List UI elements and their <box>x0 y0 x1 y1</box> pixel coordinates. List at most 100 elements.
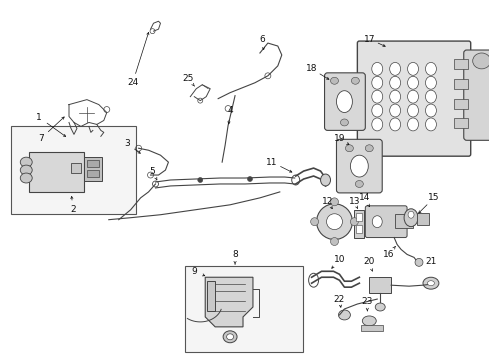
Ellipse shape <box>473 53 490 69</box>
Ellipse shape <box>375 303 385 311</box>
Ellipse shape <box>20 173 32 183</box>
Ellipse shape <box>320 174 331 186</box>
FancyBboxPatch shape <box>464 50 490 140</box>
Ellipse shape <box>339 310 350 320</box>
Bar <box>454 118 468 129</box>
Bar <box>87 170 99 177</box>
Ellipse shape <box>20 157 32 167</box>
Bar <box>369 277 391 293</box>
Bar <box>185 266 303 352</box>
Ellipse shape <box>350 218 358 226</box>
Circle shape <box>247 176 252 181</box>
Ellipse shape <box>362 316 376 326</box>
Ellipse shape <box>372 90 383 103</box>
Circle shape <box>317 204 352 239</box>
Circle shape <box>415 258 423 266</box>
Circle shape <box>326 214 343 230</box>
Bar <box>71 163 81 173</box>
Text: 4: 4 <box>227 106 233 115</box>
Circle shape <box>198 177 203 183</box>
Ellipse shape <box>331 238 339 246</box>
Bar <box>454 59 468 69</box>
Text: 8: 8 <box>232 250 238 259</box>
Ellipse shape <box>331 77 339 84</box>
Text: 24: 24 <box>127 78 138 87</box>
Bar <box>356 213 362 221</box>
Ellipse shape <box>311 218 319 226</box>
Ellipse shape <box>366 145 373 152</box>
Ellipse shape <box>372 118 383 131</box>
Ellipse shape <box>372 104 383 117</box>
Ellipse shape <box>390 76 401 89</box>
Text: 16: 16 <box>384 250 395 259</box>
Bar <box>361 325 383 331</box>
Ellipse shape <box>341 119 348 126</box>
Text: 1: 1 <box>36 113 42 122</box>
Bar <box>417 213 429 225</box>
Text: 21: 21 <box>425 257 437 266</box>
Ellipse shape <box>404 209 418 227</box>
Ellipse shape <box>390 118 401 131</box>
FancyBboxPatch shape <box>337 139 382 193</box>
Ellipse shape <box>390 90 401 103</box>
Ellipse shape <box>350 155 368 177</box>
Text: 3: 3 <box>124 139 129 148</box>
Ellipse shape <box>20 165 32 175</box>
Ellipse shape <box>345 145 353 152</box>
Text: 17: 17 <box>364 35 375 44</box>
Text: 22: 22 <box>334 294 345 303</box>
Ellipse shape <box>408 104 418 117</box>
Ellipse shape <box>372 62 383 75</box>
Text: 15: 15 <box>428 193 440 202</box>
Ellipse shape <box>408 62 418 75</box>
Bar <box>354 210 365 238</box>
Text: 11: 11 <box>266 158 278 167</box>
Ellipse shape <box>425 76 437 89</box>
Bar <box>29 152 84 192</box>
Text: 6: 6 <box>259 35 265 44</box>
Ellipse shape <box>425 62 437 75</box>
Text: 5: 5 <box>149 167 155 176</box>
FancyBboxPatch shape <box>324 73 366 130</box>
Text: 23: 23 <box>362 297 373 306</box>
Text: 18: 18 <box>306 64 318 73</box>
Ellipse shape <box>390 104 401 117</box>
Ellipse shape <box>408 76 418 89</box>
Polygon shape <box>205 277 253 327</box>
Ellipse shape <box>351 77 359 84</box>
FancyBboxPatch shape <box>366 206 407 238</box>
Ellipse shape <box>408 90 418 103</box>
Text: 7: 7 <box>38 134 44 143</box>
Text: 10: 10 <box>334 255 345 264</box>
FancyBboxPatch shape <box>357 41 471 156</box>
Ellipse shape <box>425 90 437 103</box>
Bar <box>356 225 362 233</box>
Text: 14: 14 <box>359 193 370 202</box>
Ellipse shape <box>390 62 401 75</box>
Ellipse shape <box>372 216 382 228</box>
Ellipse shape <box>408 211 414 218</box>
Text: 25: 25 <box>183 74 194 83</box>
Ellipse shape <box>408 118 418 131</box>
Text: 2: 2 <box>70 205 76 214</box>
Text: 13: 13 <box>348 197 360 206</box>
Ellipse shape <box>331 198 339 206</box>
Ellipse shape <box>423 277 439 289</box>
Text: 20: 20 <box>364 257 375 266</box>
Bar <box>454 79 468 89</box>
Text: 12: 12 <box>322 197 333 206</box>
Ellipse shape <box>372 76 383 89</box>
Ellipse shape <box>425 104 437 117</box>
Bar <box>454 99 468 109</box>
Ellipse shape <box>226 334 234 340</box>
Bar <box>395 214 413 228</box>
Ellipse shape <box>425 118 437 131</box>
Bar <box>11 126 136 214</box>
Ellipse shape <box>355 180 363 188</box>
Text: 9: 9 <box>192 267 197 276</box>
Ellipse shape <box>337 91 352 113</box>
Ellipse shape <box>223 331 237 343</box>
Ellipse shape <box>427 281 435 286</box>
Bar <box>87 160 99 167</box>
Text: 19: 19 <box>334 134 345 143</box>
